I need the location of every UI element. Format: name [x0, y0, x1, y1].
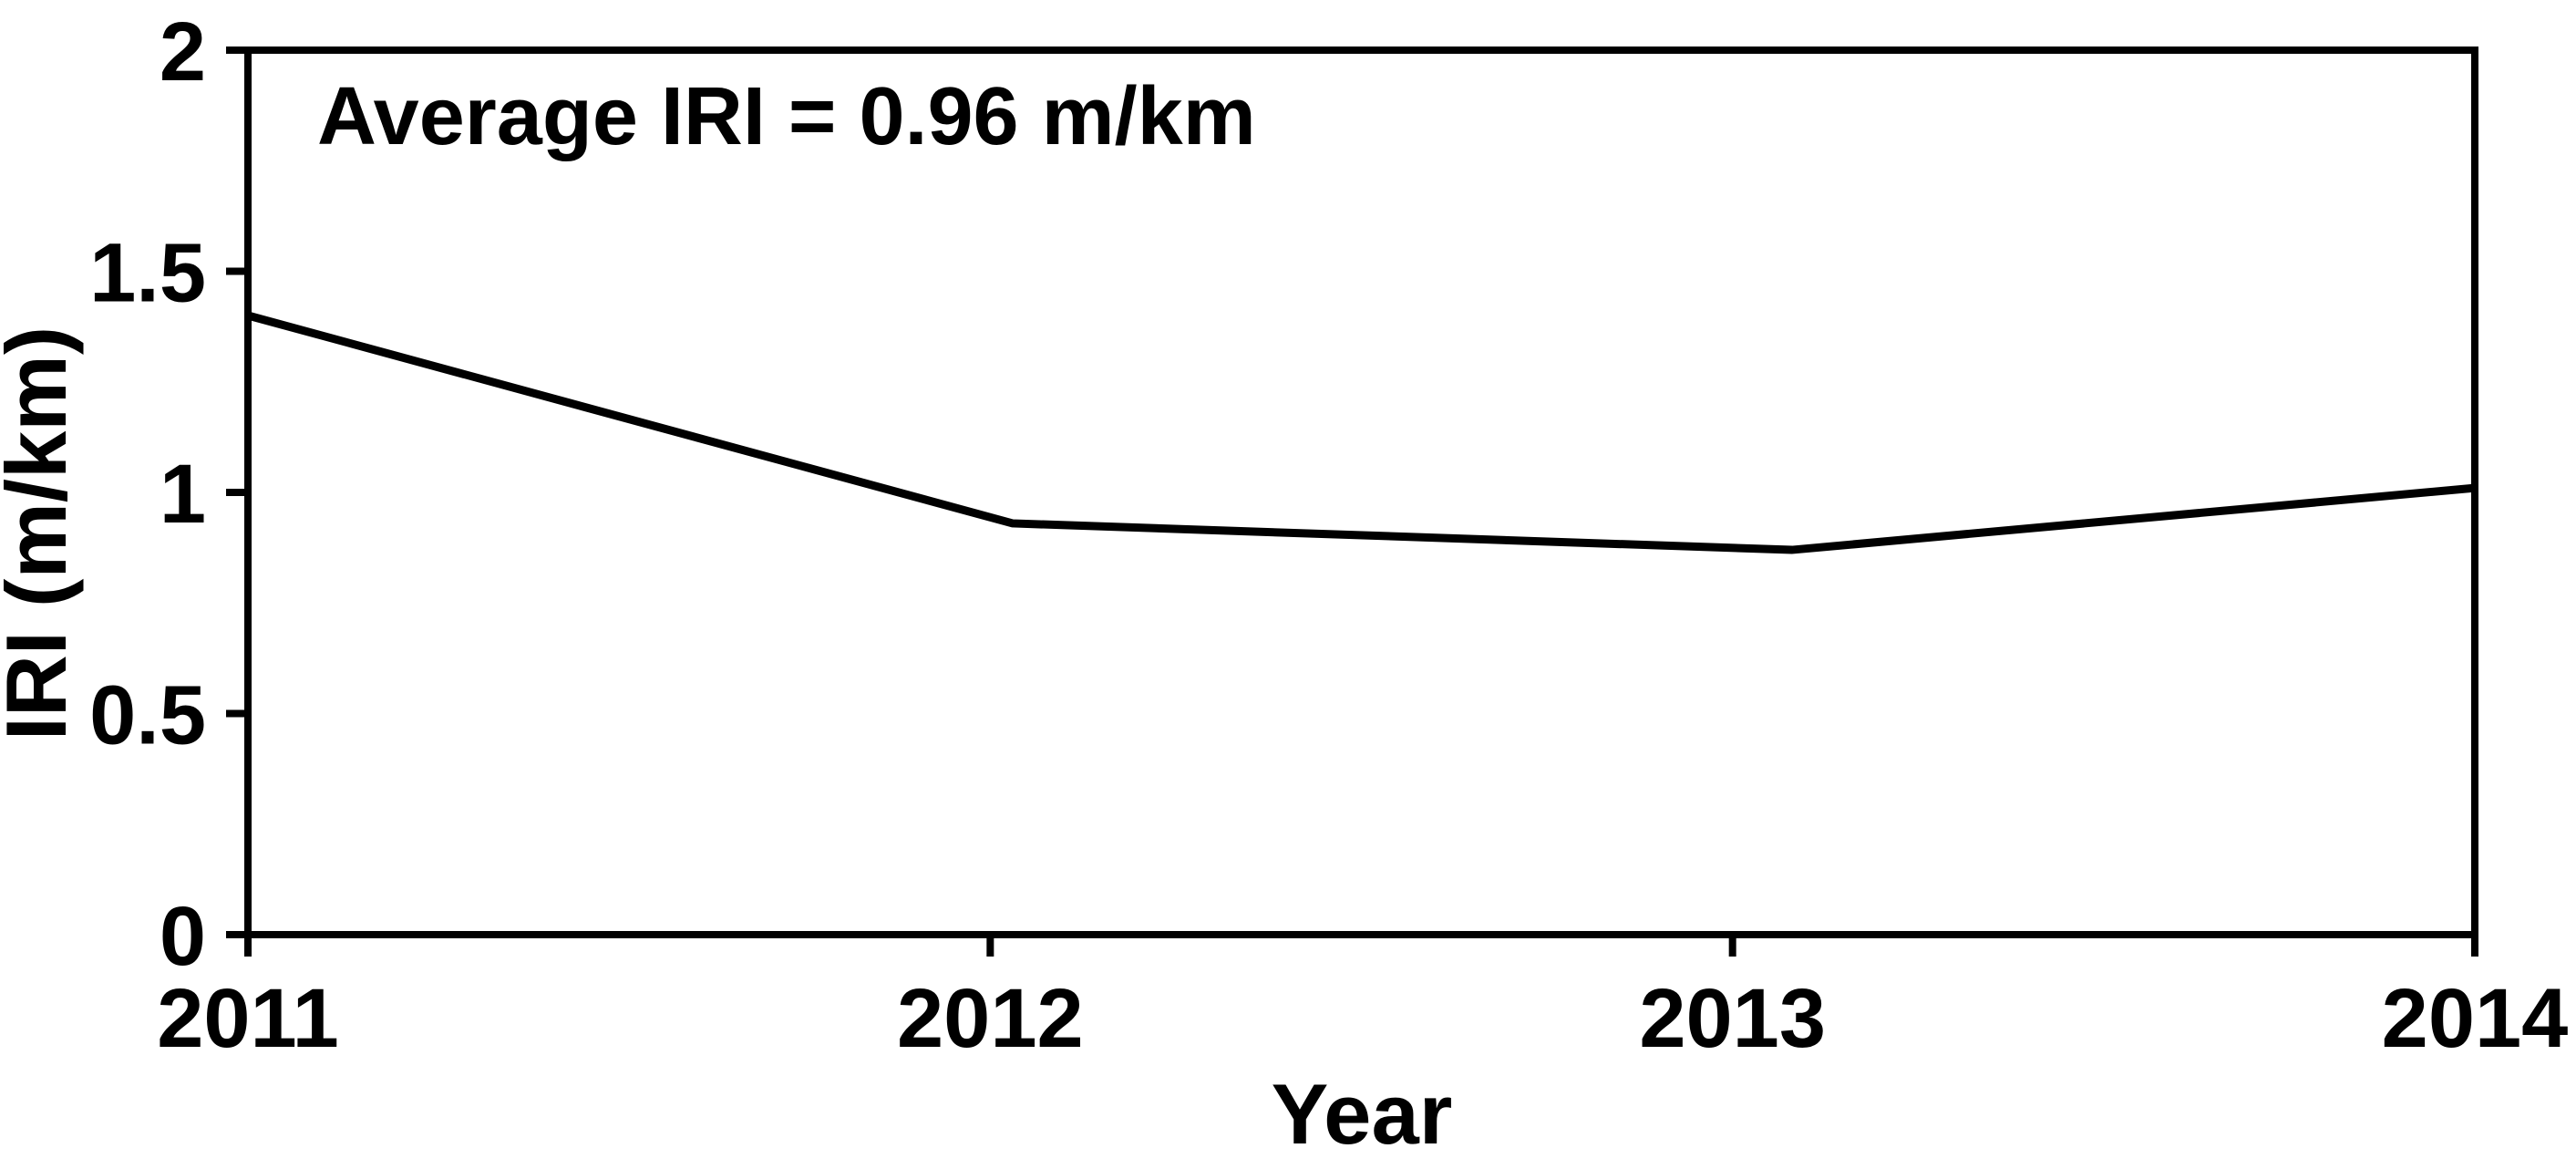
y-tick-label: 1	[160, 448, 206, 541]
average-iri-annotation: Average IRI = 0.96 m/km	[317, 71, 1256, 162]
x-tick-label: 2013	[1639, 972, 1826, 1065]
y-tick-label: 0	[160, 890, 206, 983]
iri-series-line	[246, 311, 2476, 554]
y-tick-label: 2	[160, 5, 206, 98]
y-tick-label: 1.5	[89, 227, 206, 320]
x-axis-title: Year	[1272, 1066, 1453, 1162]
x-tick-label: 2014	[2382, 972, 2569, 1065]
x-axis-ticks	[244, 935, 2478, 957]
x-tick-label: 2012	[897, 972, 1084, 1065]
x-axis-tick-labels: 2011 2012 2013 2014	[157, 972, 2568, 1065]
y-tick-label: 0.5	[89, 669, 206, 762]
plot-border	[244, 47, 2478, 938]
y-axis-tick-labels: 0 0.5 1 1.5 2	[89, 5, 206, 983]
y-axis-title: IRI (m/km)	[0, 326, 84, 740]
x-tick-label: 2011	[157, 972, 339, 1065]
